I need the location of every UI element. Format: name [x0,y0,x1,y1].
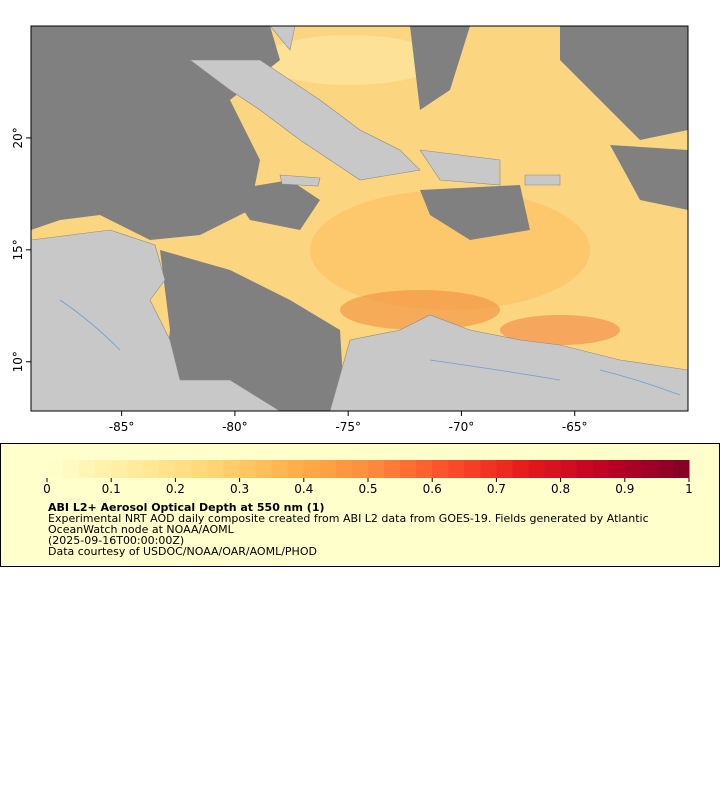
colorbar-step [143,460,160,478]
colorbar-tick-label: 0.4 [294,482,313,496]
colorbar-step [624,460,642,478]
colorbar-step [464,460,481,478]
colorbar-step [544,460,562,478]
colorbar-step [592,460,610,478]
aod-patch [500,315,620,345]
colorbar-step [319,460,337,478]
colorbar-step [528,460,546,478]
colorbar-step [287,460,305,478]
colorbar-tick-label: 0.1 [102,482,121,496]
colorbar-tick-label: 0 [43,482,51,496]
colorbar-step [672,460,690,478]
colorbar-tick-label: 0.3 [230,482,249,496]
y-tick-label: 20° [11,127,25,148]
colorbar-step [560,460,578,478]
colorbar-step [223,460,241,478]
colorbar-step [111,460,128,478]
aod-patch [340,290,500,330]
colorbar-step [127,460,144,478]
colorbar-step [351,460,369,478]
x-tick-label: -80° [222,420,248,434]
colorbar-step [384,460,401,478]
x-tick-label: -65° [562,420,588,434]
legend-title: ABI L2+ Aerosol Optical Depth at 550 nm … [48,501,325,514]
x-tick-label: -75° [335,420,361,434]
colorbar-step [656,460,674,478]
plot-frame [30,25,689,412]
colorbar-tick-label: 0.2 [166,482,185,496]
x-tick-label: -85° [109,420,135,434]
colorbar-step [255,460,273,478]
colorbar-step [368,460,385,478]
x-tick-label: -70° [449,420,475,434]
map-image [31,26,688,411]
colorbar-tick-label: 1 [685,482,693,496]
colorbar-step [400,460,417,478]
colorbar-step [79,460,96,478]
colorbar-step [448,460,465,478]
colorbar-tick-label: 0.5 [358,482,377,496]
colorbar-step [416,460,433,478]
land [31,26,688,411]
legend-line: Data courtesy of USDOC/NOAA/OAR/AOML/PHO… [48,545,317,558]
colorbar-step [608,460,626,478]
colorbar-step [95,460,112,478]
colorbar-step [432,460,449,478]
colorbar-step [335,460,353,478]
colorbar-step [175,460,192,478]
colorbar-step [576,460,594,478]
legend-line: Experimental NRT AOD daily composite cre… [48,512,649,525]
colorbar-tick-label: 0.7 [487,482,506,496]
rivers [59,299,681,396]
colorbar-step [159,460,176,478]
colorbar-step [207,460,225,478]
colorbar-step [303,460,321,478]
colorbar-step [63,460,80,478]
legend-line: OceanWatch node at NOAA/AOML [48,523,235,536]
aod-patch [260,35,440,85]
legend-line: (2025-09-16T00:00:00Z) [48,534,184,547]
colorbar-step [239,460,257,478]
colorbar-step [47,460,64,478]
y-tick-label: 15° [11,239,25,260]
colorbar-step [480,460,497,478]
colorbar-step [512,460,529,478]
colorbar-tick-label: 0.9 [615,482,634,496]
colorbar-step [271,460,289,478]
colorbar-step [496,460,513,478]
colorbar-tick-label: 0.8 [551,482,570,496]
no-data [31,26,688,411]
colorbar-step [640,460,658,478]
colorbar-step [191,460,208,478]
colorbar-tick-label: 0.6 [423,482,442,496]
y-tick-label: 10° [11,351,25,372]
